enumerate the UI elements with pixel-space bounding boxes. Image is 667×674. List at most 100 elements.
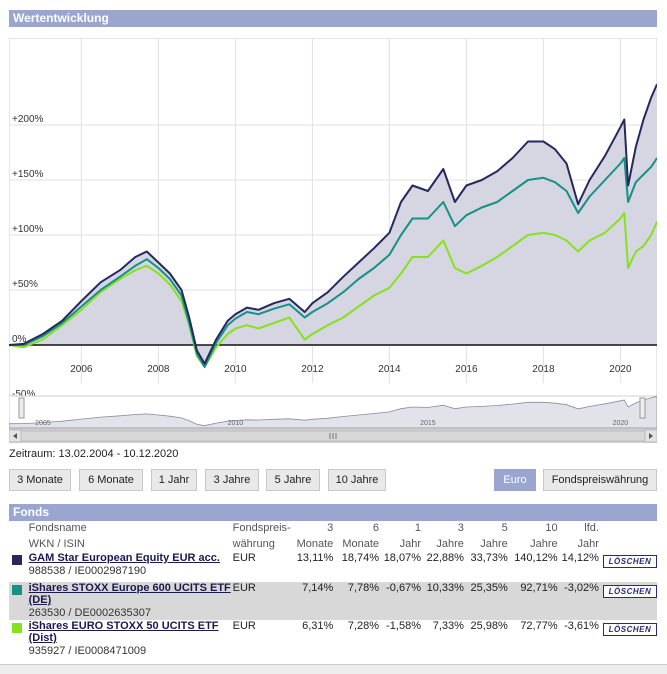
- delete-button[interactable]: LÖSCHEN: [602, 585, 657, 598]
- cell-ytd: 14,12%: [561, 552, 599, 564]
- cell-10y: 72,77%: [520, 620, 558, 632]
- col-1y-top: 1: [414, 522, 421, 534]
- chart-scrollbar[interactable]: [9, 429, 657, 443]
- table-row: iShares STOXX Europe 600 UCITS ETF (DE) 2…: [9, 582, 657, 620]
- cell-ytd: -3,02%: [564, 582, 599, 594]
- col-fondspreis: Fondspreis-: [232, 522, 291, 534]
- wertentwicklung-title: Wertentwicklung: [13, 11, 109, 25]
- fonds-table: Fondsname WKN / ISIN Fondspreis-währung 3…: [9, 520, 657, 658]
- col-3y-bottom: Jahre: [436, 538, 464, 550]
- fund-name-link[interactable]: GAM Star European Equity EUR acc.: [28, 552, 220, 564]
- legend-swatch: [12, 585, 22, 595]
- cell-3m: 13,11%: [296, 552, 334, 564]
- col-3y-top: 3: [457, 522, 464, 534]
- fonds-title: Fonds: [13, 505, 49, 519]
- wertentwicklung-header: Wertentwicklung: [9, 10, 657, 27]
- cell-currency: EUR: [232, 552, 256, 564]
- navigator-left-handle[interactable]: [18, 397, 25, 419]
- table-row: GAM Star European Equity EUR acc. 988538 …: [9, 552, 657, 582]
- grip-icon: [329, 433, 337, 439]
- col-3m-bottom: Monate: [296, 538, 334, 550]
- legend-swatch: [12, 555, 22, 565]
- chart-area-fill: [9, 84, 657, 364]
- x-tick-label: 2016: [455, 364, 478, 375]
- period-5-jahre-button[interactable]: 5 Jahre: [266, 469, 320, 491]
- fund-id: 935927 / IE0008471009: [28, 645, 147, 657]
- navigator-tick-label: 2015: [420, 420, 436, 427]
- col-3m-top: 3: [327, 522, 334, 534]
- performance-chart[interactable]: -50%0%+50%+100%+150%+200% 2006 2008 2010 20…: [9, 38, 657, 443]
- cell-1y: 18,07%: [383, 552, 421, 564]
- period-1-jahr-button[interactable]: 1 Jahr: [151, 469, 197, 491]
- navigator-tick-label: 2010: [228, 420, 244, 427]
- y-tick-label: 0%: [12, 334, 27, 345]
- cell-1y: -1,58%: [386, 620, 421, 632]
- cell-currency: EUR: [232, 620, 256, 632]
- time-navigator[interactable]: 2005 2010 2015 2020: [9, 395, 657, 430]
- x-tick-label: 2006: [70, 364, 93, 375]
- navigator-right-handle[interactable]: [639, 397, 646, 419]
- cell-3y: 10,33%: [426, 582, 464, 594]
- series-line: [9, 212, 657, 368]
- fund-id: 263530 / DE0002635307: [28, 607, 151, 619]
- series-line: [9, 157, 657, 368]
- cell-1y: -0,67%: [386, 582, 421, 594]
- currency-fund-button[interactable]: Fondspreiswährung: [543, 469, 657, 491]
- x-tick-label: 2012: [301, 364, 324, 375]
- cell-3y: 7,33%: [432, 620, 464, 632]
- y-tick-label: +150%: [12, 169, 44, 180]
- col-fondsname: Fondsname: [28, 522, 87, 534]
- x-tick-label: 2020: [609, 364, 632, 375]
- currency-euro-button[interactable]: Euro: [494, 469, 536, 491]
- period-10-jahre-button[interactable]: 10 Jahre: [328, 469, 386, 491]
- period-3-jahre-button[interactable]: 3 Jahre: [205, 469, 259, 491]
- delete-button[interactable]: LÖSCHEN: [602, 555, 657, 568]
- col-waehrung: währung: [232, 538, 275, 550]
- y-tick-label: +50%: [12, 279, 38, 290]
- cell-5y: 33,73%: [470, 552, 508, 564]
- col-5y-bottom: Jahre: [480, 538, 508, 550]
- col-6m-top: 6: [372, 522, 380, 534]
- chart-area[interactable]: -50% 0% +50% +100% +150% +200% 2006 2008 2010 20…: [9, 38, 657, 443]
- fund-name-link[interactable]: iShares STOXX Europe 600 UCITS ETF (DE): [28, 582, 231, 606]
- cell-6m: 7,78%: [347, 582, 380, 594]
- col-wkn-isin: WKN / ISIN: [28, 538, 85, 550]
- cell-6m: 18,74%: [341, 552, 380, 564]
- fund-name-link[interactable]: iShares EURO STOXX 50 UCITS ETF (Dist): [28, 620, 219, 644]
- y-tick-label: +200%: [12, 114, 44, 125]
- col-10y-bottom: Jahre: [530, 538, 558, 550]
- table-row: iShares EURO STOXX 50 UCITS ETF (Dist) 93…: [9, 620, 657, 658]
- col-5y-top: 5: [501, 522, 508, 534]
- col-ytd-bottom: Jahr: [577, 538, 599, 550]
- col-ytd-top: lfd.: [584, 522, 599, 534]
- period-3-monate-button[interactable]: 3 Monate: [9, 469, 71, 491]
- y-tick-label: -50%: [12, 389, 35, 400]
- arrow-right-icon: [649, 433, 653, 439]
- page-scrollbar[interactable]: [0, 664, 667, 674]
- cell-3y: 22,88%: [426, 552, 464, 564]
- cell-5y: 25,98%: [470, 620, 508, 632]
- cell-10y: 92,71%: [520, 582, 558, 594]
- col-10y-top: 10: [545, 522, 558, 534]
- table-header-row: Fondsname WKN / ISIN Fondspreis-währung 3…: [9, 520, 657, 552]
- x-tick-label: 2010: [224, 364, 247, 375]
- navigator-tick-label: 2005: [35, 420, 51, 427]
- col-6m-bottom: Monate: [342, 538, 380, 550]
- x-tick-label: 2018: [532, 364, 555, 375]
- fonds-header: Fonds: [9, 504, 657, 521]
- x-tick-label: 2014: [378, 364, 401, 375]
- delete-button[interactable]: LÖSCHEN: [602, 623, 657, 636]
- cell-6m: 7,28%: [347, 620, 380, 632]
- cell-ytd: -3,61%: [564, 620, 599, 632]
- cell-10y: 140,12%: [514, 552, 558, 564]
- cell-3m: 7,14%: [302, 582, 334, 594]
- period-6-monate-button[interactable]: 6 Monate: [79, 469, 143, 491]
- series-line: [9, 83, 657, 365]
- navigator-tick-label: 2020: [613, 420, 629, 427]
- x-tick-label: 2008: [147, 364, 170, 375]
- cell-currency: EUR: [232, 582, 256, 594]
- fund-id: 988538 / IE0002987190: [28, 565, 147, 577]
- cell-3m: 6,31%: [302, 620, 334, 632]
- arrow-left-icon: [13, 433, 17, 439]
- y-tick-label: +100%: [12, 224, 44, 235]
